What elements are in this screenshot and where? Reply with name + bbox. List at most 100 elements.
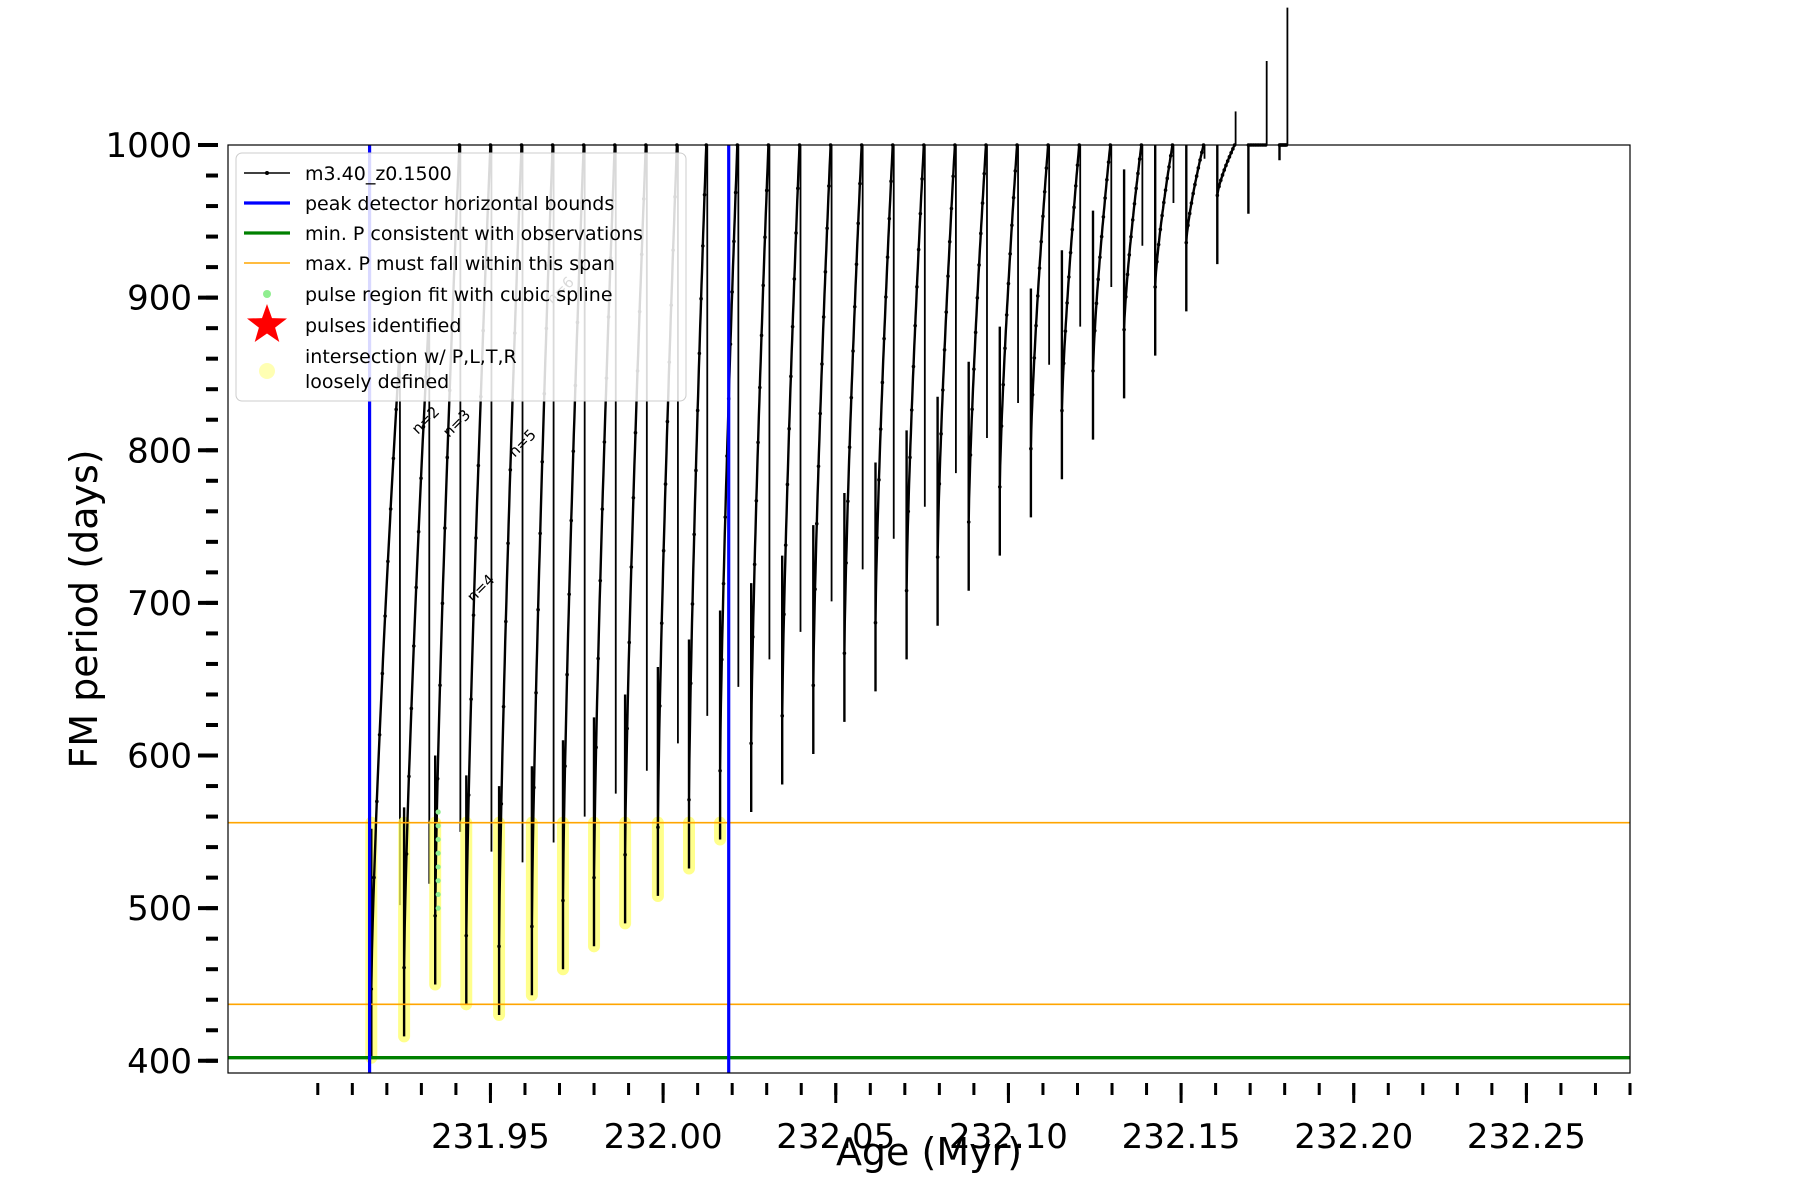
legend-label: peak detector horizontal bounds: [305, 193, 614, 215]
track-point: [1067, 275, 1071, 279]
track-point: [794, 231, 798, 235]
track-point: [754, 498, 759, 503]
track-point: [1227, 155, 1232, 159]
track-point: [1162, 200, 1166, 205]
track-point: [813, 587, 817, 592]
pulse-track: [1216, 144, 1236, 265]
x-axis: 231.95 232.00 232.05 232.10 232.15 232.20 232.…: [316, 1083, 1632, 1157]
track-point: [1070, 227, 1075, 232]
pulse-29: [1246, 61, 1268, 214]
y-axis: 400 500 600 700 800 900 1000: [105, 126, 218, 1082]
star-icon: [247, 304, 287, 342]
track-point: [1168, 153, 1173, 158]
track-point: [530, 924, 534, 929]
track-point: [889, 179, 893, 184]
track-point: [592, 875, 596, 880]
track-point: [695, 408, 700, 413]
track-point: [782, 612, 786, 617]
y-tick-label: 900: [127, 279, 192, 319]
track-point: [440, 601, 445, 606]
pulse-track: [1278, 143, 1287, 161]
spline-point: [435, 878, 441, 884]
track-point: [875, 535, 880, 540]
track-point: [908, 455, 912, 460]
track-point: [445, 455, 450, 460]
track-point: [1194, 174, 1199, 178]
track-point: [394, 407, 398, 412]
track-point: [414, 585, 418, 590]
track-point: [504, 619, 508, 624]
pulse-25: [1122, 143, 1144, 399]
legend-label: m3.40_z0.1500: [305, 163, 452, 185]
track-point: [469, 697, 473, 701]
track-point: [1004, 313, 1009, 317]
pulse-track: [370, 361, 401, 1058]
track-point: [1137, 157, 1142, 161]
track-point: [818, 411, 823, 416]
track-point: [975, 296, 980, 300]
track-point: [1010, 223, 1014, 228]
track-point: [789, 374, 793, 379]
x-tick-label: 232.25: [1467, 1117, 1586, 1157]
track-point: [1165, 176, 1170, 181]
track-point: [882, 336, 886, 341]
pulse-track: [936, 144, 957, 626]
track-point: [977, 263, 981, 267]
pulse-28: [1215, 111, 1237, 265]
track-point: [720, 657, 724, 662]
track-point: [721, 581, 726, 586]
track-point: [407, 774, 411, 779]
track-point: [785, 482, 790, 487]
track-point: [783, 543, 788, 547]
track-point: [1044, 166, 1049, 170]
track-point: [759, 333, 764, 338]
track-point: [1225, 159, 1230, 163]
track-point: [1032, 356, 1037, 360]
track-point: [565, 672, 569, 677]
track-point: [466, 793, 471, 797]
pulse-track: [750, 144, 770, 812]
track-point: [1094, 301, 1099, 306]
x-axis-label: Age (Myr): [836, 1130, 1022, 1174]
track-point: [780, 714, 785, 718]
track-point: [1006, 281, 1011, 286]
track-point: [1191, 191, 1195, 196]
track-point: [939, 432, 943, 436]
track-point: [920, 177, 924, 181]
pulse-17: [873, 143, 895, 692]
track-point: [847, 445, 852, 450]
track-point: [816, 464, 821, 469]
track-point: [820, 362, 824, 366]
track-point: [1098, 255, 1102, 260]
track-point: [915, 285, 919, 289]
track-point: [497, 944, 501, 949]
legend-label: min. P consistent with observations: [305, 223, 643, 245]
track-point: [419, 476, 423, 481]
track-point: [935, 555, 940, 559]
pulse-track: [1029, 144, 1050, 518]
plot-frame: [227, 144, 1631, 1074]
track-point: [1030, 392, 1035, 397]
track-point: [1008, 252, 1012, 256]
track-point: [856, 221, 861, 226]
track-point: [1167, 165, 1171, 169]
legend-entry: pulse region fit with cubic spline: [263, 284, 613, 306]
track-point: [561, 898, 565, 903]
track-point: [823, 270, 828, 274]
y-tick-label: 600: [127, 737, 192, 777]
track-point: [980, 201, 985, 205]
track-point: [947, 239, 952, 244]
pulse-21: [997, 143, 1019, 556]
track-point: [1105, 178, 1109, 182]
legend-entry: max. P must fall within this span: [244, 253, 615, 275]
track-point: [631, 495, 636, 500]
track-point: [918, 211, 923, 216]
track-point: [1217, 184, 1221, 189]
track-point: [913, 323, 917, 328]
track-point: [825, 226, 829, 231]
pulse-track: [1154, 144, 1174, 356]
track-point: [730, 290, 734, 294]
track-point: [1124, 295, 1128, 299]
track-point: [471, 613, 476, 617]
